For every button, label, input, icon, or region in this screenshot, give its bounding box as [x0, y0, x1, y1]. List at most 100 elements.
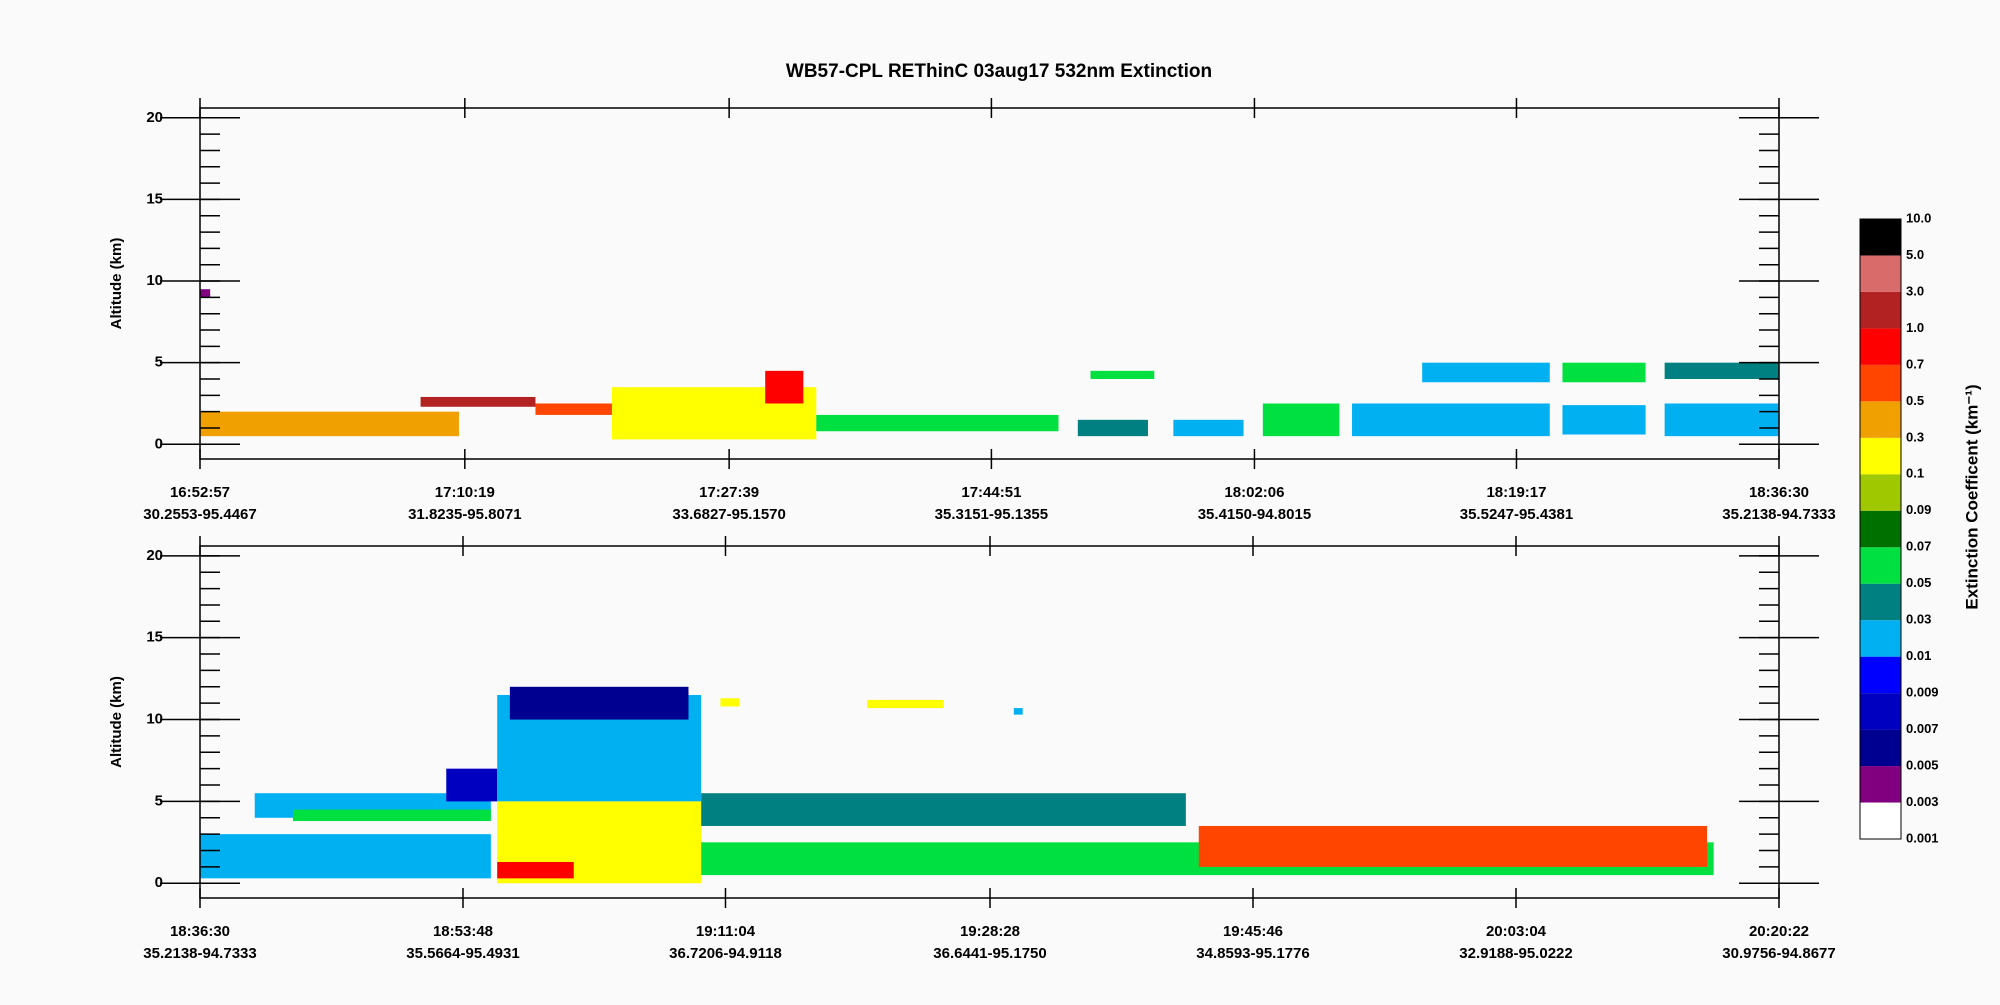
colorbar-tick-label: 0.001: [1906, 830, 1939, 845]
chart-title: WB57-CPL REThinC 03aug17 532nm Extinctio…: [786, 61, 1212, 82]
colorbar-bin: [1860, 328, 1901, 365]
colorbar-bin: [1860, 583, 1901, 621]
x-tick-label: 18:19:17: [1486, 484, 1546, 501]
cloud-region: [1422, 362, 1550, 383]
colorbar-tick-label: 0.003: [1906, 794, 1939, 809]
x-tick-label: 17:27:39: [699, 484, 759, 501]
cloud-region: [535, 403, 625, 415]
colorbar-tick-label: 0.5: [1906, 393, 1924, 408]
cloud-region: [200, 289, 211, 298]
colorbar-tick-label: 0.1: [1906, 466, 1924, 481]
y-tick-label: 0: [155, 874, 163, 891]
cloud-region: [420, 396, 536, 407]
cloud-region: [1173, 419, 1244, 437]
cloud-region: [200, 834, 491, 879]
x-tick-label: 18:36:30: [1749, 484, 1809, 501]
colorbar-bin: [1860, 474, 1901, 511]
x-tick-coords: 30.2553-95.4467: [143, 506, 256, 523]
colorbar-bin: [1860, 437, 1901, 475]
cloud-region: [816, 414, 1059, 432]
colorbar-bin: [1860, 291, 1901, 329]
x-tick-coords: 30.9756-94.8677: [1722, 945, 1835, 962]
colorbar-bin: [1860, 364, 1901, 402]
colorbar-tick-label: 5.0: [1906, 247, 1924, 262]
colorbar-tick-label: 0.3: [1906, 429, 1924, 444]
x-tick-label: 18:02:06: [1224, 484, 1284, 501]
colorbar-tick-label: 0.07: [1906, 539, 1931, 554]
x-tick-coords: 35.3151-95.1355: [935, 506, 1048, 523]
cloud-region: [720, 698, 740, 707]
x-tick-label: 19:45:46: [1223, 923, 1283, 940]
x-tick-coords: 34.8593-95.1776: [1196, 945, 1309, 962]
cloud-region: [867, 699, 944, 709]
colorbar-tick-label: 0.05: [1906, 575, 1931, 590]
cloud-region: [1090, 370, 1155, 380]
cloud-region: [1262, 403, 1340, 437]
x-tick-label: 19:28:28: [960, 923, 1020, 940]
cloud-region: [701, 793, 1186, 826]
x-tick-coords: 35.5247-95.4381: [1460, 506, 1573, 523]
y-tick-label: 20: [146, 109, 163, 126]
colorbar-tick-label: 0.007: [1906, 721, 1939, 736]
x-tick-label: 16:52:57: [170, 484, 230, 501]
y-tick-label: 5: [155, 354, 163, 371]
cloud-region: [765, 370, 804, 404]
cloud-region: [200, 411, 459, 437]
x-tick-label: 19:11:04: [696, 923, 756, 940]
cloud-region: [509, 686, 689, 720]
cloud-region: [1664, 403, 1779, 437]
colorbar-tick-label: 0.09: [1906, 502, 1931, 517]
colorbar-bin: [1860, 401, 1901, 438]
x-tick-label: 17:44:51: [961, 484, 1021, 501]
colorbar-bin: [1860, 693, 1901, 730]
y-tick-label: 20: [146, 547, 163, 564]
y-axis-label: Altitude (km): [108, 238, 125, 330]
x-tick-coords: 35.2138-94.7333: [1722, 506, 1835, 523]
colorbar-tick-label: 10.0: [1906, 210, 1931, 225]
cloud-region: [1198, 825, 1708, 867]
y-tick-label: 0: [155, 435, 163, 452]
colorbar-tick-label: 0.03: [1906, 612, 1931, 627]
x-tick-label: 20:20:22: [1749, 923, 1809, 940]
x-tick-coords: 36.7206-94.9118: [669, 945, 782, 962]
x-tick-label: 20:03:04: [1486, 923, 1547, 940]
x-tick-coords: 35.4150-94.8015: [1198, 506, 1311, 523]
cloud-region: [1352, 403, 1550, 437]
cloud-region: [1562, 405, 1646, 435]
y-tick-label: 10: [146, 272, 163, 289]
colorbar-bin: [1860, 656, 1901, 694]
x-tick-coords: 31.8235-95.8071: [408, 506, 521, 523]
cloud-region: [497, 861, 574, 879]
colorbar-bin: [1860, 255, 1901, 292]
colorbar-bin: [1860, 620, 1901, 657]
cloud-region: [1013, 708, 1023, 715]
cloud-region: [446, 768, 498, 802]
x-tick-coords: 33.6827-95.1570: [672, 506, 785, 523]
colorbar-bin: [1860, 510, 1901, 548]
colorbar-tick-label: 3.0: [1906, 283, 1924, 298]
x-tick-coords: 35.2138-94.7333: [143, 945, 256, 962]
x-tick-label: 18:53:48: [433, 923, 493, 940]
y-tick-label: 10: [146, 711, 163, 728]
colorbar-tick-label: 0.01: [1906, 648, 1931, 663]
y-tick-label: 5: [155, 792, 163, 809]
cloud-region: [292, 809, 491, 822]
y-tick-label: 15: [146, 190, 163, 207]
colorbar-tick-label: 0.005: [1906, 757, 1939, 772]
y-axis-label: Altitude (km): [108, 676, 125, 768]
colorbar-label: Extinction Coefficent (km⁻¹): [1962, 384, 1981, 609]
colorbar-tick-label: 0.009: [1906, 685, 1939, 700]
colorbar-bin: [1860, 766, 1901, 803]
plot-frame: [199, 107, 1780, 460]
colorbar-bin: [1860, 547, 1901, 584]
colorbar-tick-label: 0.7: [1906, 356, 1924, 371]
colorbar-frame: [1859, 218, 1902, 840]
cloud-region: [1077, 419, 1148, 437]
colorbar-bin: [1860, 729, 1901, 767]
colorbar-bin: [1860, 802, 1901, 839]
x-tick-label: 17:10:19: [435, 484, 495, 501]
colorbar-bin: [1860, 219, 1901, 256]
x-tick-label: 18:36:30: [170, 923, 230, 940]
x-tick-coords: 36.6441-95.1750: [933, 945, 1046, 962]
